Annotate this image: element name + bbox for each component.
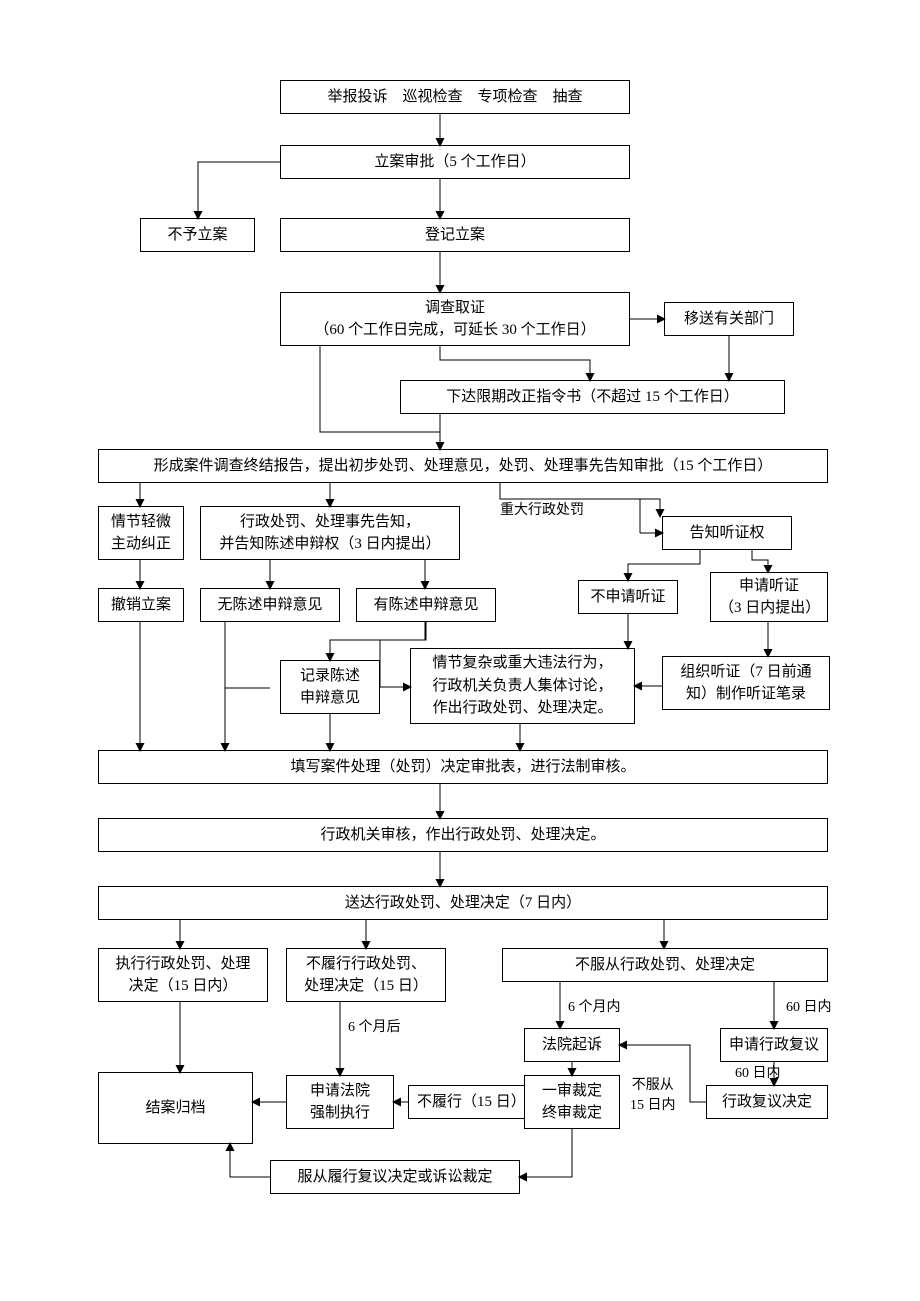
node-sue: 法院起诉 (524, 1028, 620, 1062)
node-case-approval-label: 立案审批（5 个工作日） (374, 151, 535, 174)
node-no-case-label: 不予立案 (167, 224, 227, 247)
node-non-perform: 不履行（15 日） (408, 1085, 534, 1119)
node-correction-order: 下达限期改正指令书（不超过 15 个工作日） (400, 380, 785, 414)
node-organize-hearing: 组织听证（7 日前通 知）制作听证笔录 (662, 656, 830, 710)
node-reconsider-label: 申请行政复议 (729, 1034, 819, 1057)
node-prior-notice: 行政处罚、处理事先告知， 并告知陈述申辩权（3 日内提出） (200, 506, 460, 560)
node-record-defense: 记录陈述 申辩意见 (280, 660, 380, 714)
node-comply-label: 服从履行复议决定或诉讼裁定 (297, 1166, 492, 1189)
node-sue-label: 法院起诉 (542, 1034, 602, 1057)
node-no-case: 不予立案 (140, 218, 255, 252)
node-agency-review: 行政机关审核，作出行政处罚、处理决定。 (98, 818, 828, 852)
node-minor-label: 情节轻微 主动纠正 (111, 511, 171, 556)
node-final-report: 形成案件调查终结报告，提出初步处罚、处理意见，处罚、处理事先告知审批（15 个工… (98, 449, 828, 483)
node-execute-label: 执行行政处罚、处理 决定（15 日内） (115, 953, 250, 998)
label-6months-in: 6 个月内 (568, 996, 621, 1016)
label-disobey-15d: 不服从 15 日内 (630, 1074, 676, 1114)
node-reconsider-decision: 行政复议决定 (706, 1085, 828, 1119)
node-minor: 情节轻微 主动纠正 (98, 506, 184, 560)
node-has-defense: 有陈述申辩意见 (356, 588, 496, 622)
node-apply-hearing: 申请听证 （3 日内提出） (710, 572, 828, 622)
node-case-approval: 立案审批（5 个工作日） (280, 145, 630, 179)
node-non-perform-label: 不履行（15 日） (417, 1091, 525, 1114)
node-non-execute: 不履行行政处罚、 处理决定（15 日） (286, 948, 446, 1002)
node-no-defense: 无陈述申辩意见 (200, 588, 340, 622)
node-record-defense-label: 记录陈述 申辩意见 (300, 665, 360, 710)
node-execute: 执行行政处罚、处理 决定（15 日内） (98, 948, 268, 1002)
node-apply-hearing-label: 申请听证 （3 日内提出） (719, 575, 819, 620)
node-legal-review: 填写案件处理（处罚）决定审批表，进行法制审核。 (98, 750, 828, 784)
node-disobey: 不服从行政处罚、处理决定 (502, 948, 828, 982)
label-6months-after: 6 个月后 (348, 1016, 401, 1036)
node-cancel-case: 撤销立案 (98, 588, 184, 622)
node-investigate: 调查取证 （60 个工作日完成，可延长 30 个工作日） (280, 292, 630, 346)
node-investigate-label: 调查取证 （60 个工作日完成，可延长 30 个工作日） (314, 297, 595, 342)
node-correction-order-label: 下达限期改正指令书（不超过 15 个工作日） (446, 386, 739, 409)
node-register-case: 登记立案 (280, 218, 630, 252)
node-prior-notice-label: 行政处罚、处理事先告知， 并告知陈述申辩权（3 日内提出） (219, 511, 440, 556)
node-court-ruling-label: 一审裁定 终审裁定 (542, 1080, 602, 1125)
node-register-case-label: 登记立案 (425, 224, 485, 247)
node-sources-label: 举报投诉 巡视检查 专项检查 抽查 (327, 86, 582, 109)
label-major-penalty: 重大行政处罚 (500, 499, 584, 519)
node-deliver-decision-label: 送达行政处罚、处理决定（7 日内） (345, 892, 581, 915)
label-60days-2: 60 日内 (735, 1062, 781, 1082)
node-complex-decision: 情节复杂或重大违法行为， 行政机关负责人集体讨论， 作出行政处罚、处理决定。 (410, 648, 635, 724)
node-comply: 服从履行复议决定或诉讼裁定 (270, 1160, 520, 1194)
node-legal-review-label: 填写案件处理（处罚）决定审批表，进行法制审核。 (290, 756, 635, 779)
node-has-defense-label: 有陈述申辩意见 (373, 594, 478, 617)
node-transfer: 移送有关部门 (664, 302, 794, 336)
node-archive: 结案归档 (98, 1072, 253, 1144)
node-deliver-decision: 送达行政处罚、处理决定（7 日内） (98, 886, 828, 920)
node-hearing-right: 告知听证权 (662, 516, 792, 550)
node-archive-label: 结案归档 (145, 1097, 205, 1120)
node-no-defense-label: 无陈述申辩意见 (217, 594, 322, 617)
node-complex-decision-label: 情节复杂或重大违法行为， 行政机关负责人集体讨论， 作出行政处罚、处理决定。 (432, 652, 612, 720)
node-cancel-case-label: 撤销立案 (111, 594, 171, 617)
node-organize-hearing-label: 组织听证（7 日前通 知）制作听证笔录 (680, 661, 811, 706)
node-no-hearing: 不申请听证 (578, 580, 678, 614)
node-sources: 举报投诉 巡视检查 专项检查 抽查 (280, 80, 630, 114)
node-reconsider-decision-label: 行政复议决定 (722, 1091, 812, 1114)
node-agency-review-label: 行政机关审核，作出行政处罚、处理决定。 (320, 824, 605, 847)
node-court-enforce-label: 申请法院 强制执行 (310, 1080, 370, 1125)
node-transfer-label: 移送有关部门 (684, 308, 774, 331)
node-no-hearing-label: 不申请听证 (590, 586, 665, 609)
node-court-ruling: 一审裁定 终审裁定 (524, 1075, 620, 1129)
node-hearing-right-label: 告知听证权 (689, 522, 764, 545)
node-final-report-label: 形成案件调查终结报告，提出初步处罚、处理意见，处罚、处理事先告知审批（15 个工… (154, 455, 773, 478)
label-60days-1: 60 日内 (786, 996, 832, 1016)
node-reconsider: 申请行政复议 (720, 1028, 828, 1062)
node-court-enforce: 申请法院 强制执行 (286, 1075, 394, 1129)
node-non-execute-label: 不履行行政处罚、 处理决定（15 日） (304, 953, 428, 998)
node-disobey-label: 不服从行政处罚、处理决定 (575, 954, 755, 977)
